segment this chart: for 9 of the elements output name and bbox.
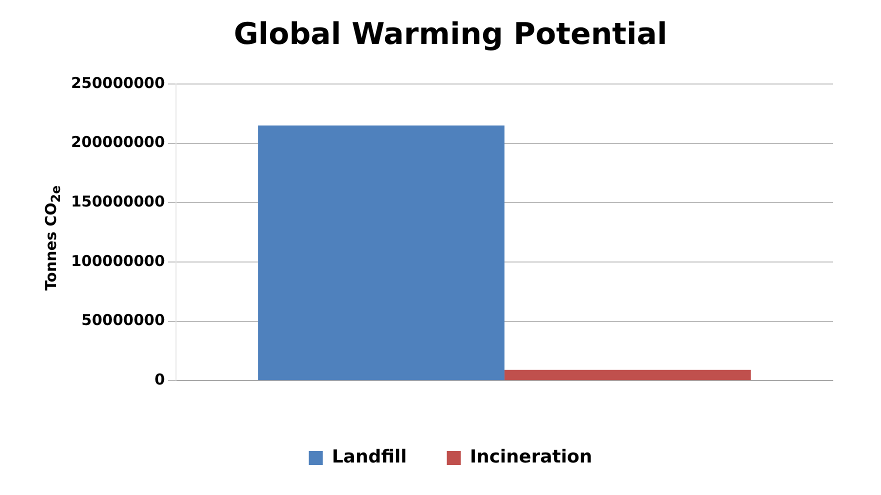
y-tick-label: 100000000 xyxy=(70,252,165,270)
legend-label: Incineration xyxy=(470,446,592,468)
y-tick-label: 250000000 xyxy=(70,74,165,92)
y-tick-label: 200000000 xyxy=(70,133,165,152)
chart-title: Global Warming Potential xyxy=(234,16,668,52)
legend-label: Landfill xyxy=(332,446,407,468)
y-tick-label: 0 xyxy=(154,370,165,388)
y-tick-label: 50000000 xyxy=(81,311,165,330)
y-tick-label: 150000000 xyxy=(70,192,165,211)
